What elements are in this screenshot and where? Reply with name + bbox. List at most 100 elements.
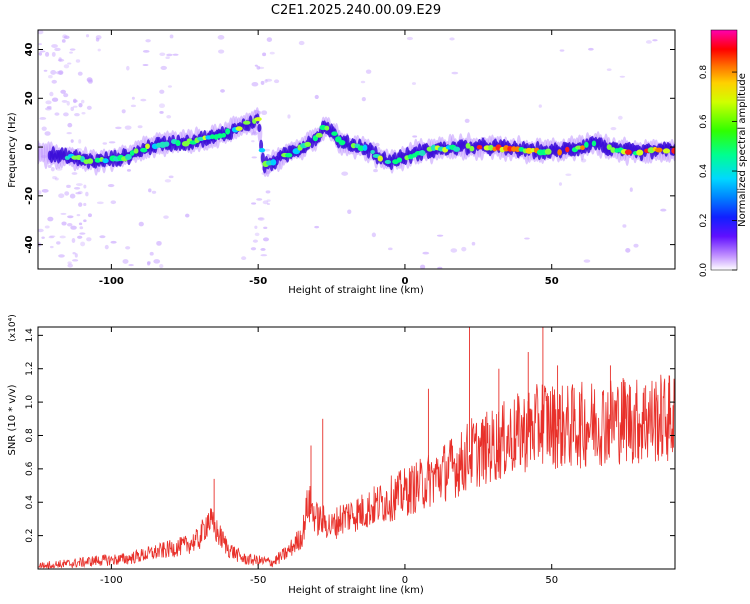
spectrogram-noise xyxy=(41,126,47,131)
spectrogram-peak xyxy=(606,144,612,150)
colorbar-scale xyxy=(710,29,738,271)
spectrogram-noise xyxy=(61,39,66,43)
spectrogram-noise xyxy=(619,75,626,78)
snr-x-tick-label: 0 xyxy=(402,575,408,586)
spectrogram-peak xyxy=(476,144,483,150)
spectrogram-noise xyxy=(86,79,93,83)
spectrogram-x-tick-label: -100 xyxy=(99,276,124,287)
spectrogram-noise xyxy=(266,202,271,206)
spectrogram-noise xyxy=(60,89,66,94)
spectrogram-noise xyxy=(314,94,319,100)
spectrogram-noise xyxy=(360,80,366,84)
spectrogram-noise xyxy=(83,202,87,207)
colorbar-label: Normalized spectral amplitude xyxy=(737,73,748,227)
spectrogram-noise xyxy=(51,97,59,102)
spectrogram-peak xyxy=(384,159,392,165)
spectrogram-peak xyxy=(396,157,403,163)
spectrogram-noise xyxy=(159,264,164,269)
spectrogram-noise xyxy=(436,234,444,237)
snr-line xyxy=(38,374,675,569)
spectrogram-peak xyxy=(580,145,585,151)
spectrogram-noise xyxy=(64,191,70,196)
spectrogram-noise xyxy=(75,192,82,195)
spectrogram-noise xyxy=(138,221,144,227)
spectrogram-peak xyxy=(370,149,375,154)
spectrogram-noise xyxy=(39,117,47,120)
spectrogram-noise xyxy=(622,224,627,228)
spectrogram-noise xyxy=(262,237,270,242)
snr-y-multiplier: (x10⁴) xyxy=(8,314,18,341)
spectrogram-peak xyxy=(87,158,94,164)
spectrogram-noise xyxy=(147,261,151,266)
spectrogram-peak xyxy=(221,132,227,138)
snr-y-tick-label: 1.2 xyxy=(25,362,35,376)
spectrogram-noise xyxy=(85,191,89,197)
spectrogram-noise xyxy=(660,208,667,212)
spectrogram-noise xyxy=(110,200,117,205)
spectrogram-noise xyxy=(104,244,109,250)
spectrogram-noise xyxy=(217,35,225,40)
spectrogram-noise xyxy=(153,259,161,264)
spectrogram-noise xyxy=(71,237,76,243)
spectrogram-noise xyxy=(558,182,563,186)
spectrogram-noise xyxy=(168,175,174,179)
spectrogram-peak xyxy=(124,153,132,161)
spectrogram-noise xyxy=(58,70,64,75)
spectrogram-noise xyxy=(54,112,60,116)
spectrogram-noise xyxy=(167,85,173,88)
snr-y-label: SNR (10 * v/v) xyxy=(7,384,18,455)
spectrogram-x-tick-label: 50 xyxy=(545,276,559,287)
colorbar-tick-label: 0.4 xyxy=(699,164,709,179)
snr-y-tick-label: 1.0 xyxy=(25,395,35,410)
spectrogram-noise xyxy=(140,98,147,102)
spectrogram-noise xyxy=(66,100,70,106)
spectrogram-noise xyxy=(72,259,79,262)
spectrogram-noise xyxy=(71,172,78,175)
spectrogram-peak xyxy=(662,148,671,154)
spectrogram-peak xyxy=(377,155,383,162)
spectrogram-noise xyxy=(126,169,131,172)
snr-plot: -100 -50 0 50 0.2 0.4 0.6 0.8 1.0 1.2 1.4 Height o… xyxy=(7,314,676,596)
spectrogram-noise xyxy=(160,65,168,71)
spectrogram-noise xyxy=(265,190,271,194)
spectrogram-noise xyxy=(287,114,291,119)
spectrogram-peak xyxy=(129,150,135,156)
spectrogram-noise xyxy=(78,102,83,108)
spectrogram-noise xyxy=(51,44,58,48)
spectrogram-x-label: Height of straight line (km) xyxy=(288,285,424,296)
spectrogram-noise xyxy=(85,34,90,38)
spectrogram-noise xyxy=(38,30,44,35)
spectrogram-noise xyxy=(254,225,258,229)
snr-y-tick-label: 0.8 xyxy=(25,428,35,443)
spectrogram-noise xyxy=(52,175,57,180)
spectrogram-noise xyxy=(49,235,56,238)
spectrogram-noise xyxy=(263,226,268,230)
spectrogram-noise xyxy=(45,100,52,105)
spectrogram-noise xyxy=(148,188,152,193)
spectrogram-noise xyxy=(361,96,366,102)
spectrogram-peak xyxy=(465,142,471,149)
spectrogram-y-label: Frequency (Hz) xyxy=(7,112,18,188)
spectrogram-noise xyxy=(559,49,565,52)
spectrogram-noise xyxy=(38,43,42,46)
spectrogram-noise xyxy=(347,209,352,215)
spectrogram-noise xyxy=(645,40,652,44)
spectrogram-noise xyxy=(63,93,69,98)
spectrogram-peak xyxy=(362,144,368,151)
spectrogram-noise xyxy=(269,51,275,55)
spectrogram-noise xyxy=(273,79,280,84)
spectrogram-noise xyxy=(74,253,78,258)
spectrogram-noise xyxy=(419,264,426,269)
spectrogram-noise xyxy=(69,48,76,51)
spectrogram-noise xyxy=(41,188,49,193)
spectrogram-noise xyxy=(77,71,83,76)
spectrogram-noise xyxy=(256,65,261,70)
spectrogram-data xyxy=(38,30,675,269)
spectrogram-noise xyxy=(365,69,372,74)
spectrogram-noise xyxy=(39,50,46,53)
spectrogram-noise xyxy=(241,256,247,261)
spectrogram-noise xyxy=(610,127,617,131)
spectrogram-noise xyxy=(471,241,476,246)
spectrogram-noise xyxy=(121,109,126,114)
